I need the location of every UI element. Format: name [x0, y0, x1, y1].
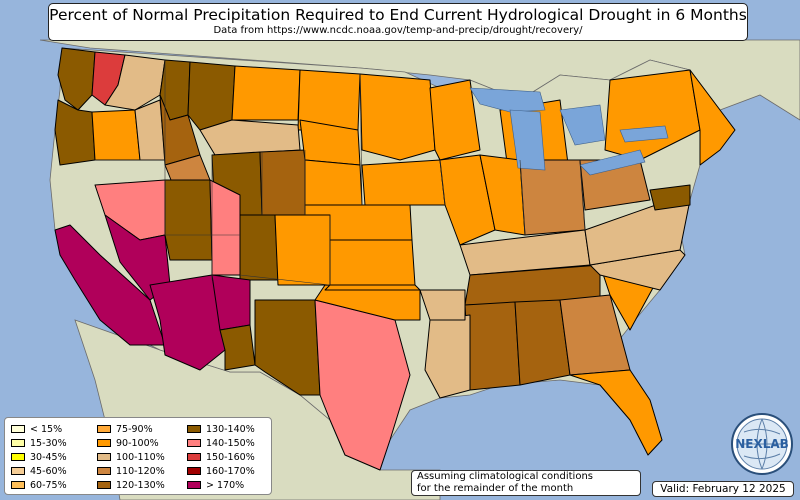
- legend-swatch: [187, 467, 201, 475]
- region-co-west: [239, 214, 279, 281]
- note-line-1: Assuming climatological conditions: [417, 471, 593, 482]
- lake-4: [579, 149, 646, 176]
- region-mn-east: [359, 73, 436, 161]
- valid-date: Valid: February 12 2025: [652, 481, 794, 497]
- region-or-central: [91, 109, 141, 161]
- legend-item: 160-170%: [187, 465, 255, 477]
- legend-item: 150-160%: [187, 451, 255, 463]
- legend-swatch: [97, 467, 111, 475]
- region-fl: [569, 369, 663, 456]
- logo-text: NEXLAB: [735, 437, 789, 451]
- region-ok-west: [324, 284, 421, 291]
- lake-3: [559, 104, 606, 146]
- legend-item: 75-90%: [97, 423, 153, 435]
- great-lakes: [469, 87, 669, 176]
- legend-item: 130-140%: [187, 423, 255, 435]
- globe-logo-icon: NEXLAB: [731, 413, 793, 475]
- legend-item: > 170%: [187, 479, 244, 491]
- legend-label: 100-110%: [116, 451, 165, 463]
- state-border-line: [439, 159, 446, 206]
- legend-label: 45-60%: [30, 465, 67, 477]
- assumption-note: Assuming climatological conditions for t…: [411, 470, 641, 496]
- legend-swatch: [11, 453, 25, 461]
- region-ms: [464, 301, 521, 391]
- region-sd-west: [304, 159, 363, 206]
- region-ia: [361, 159, 446, 206]
- map-subtitle: Data from https://www.ncdc.noaa.gov/temp…: [213, 25, 583, 36]
- legend-swatch: [11, 481, 25, 489]
- legend: < 15% 15-30% 30-45% 45-60% 60-75% 75-90%…: [4, 417, 272, 495]
- legend-label: 30-45%: [30, 451, 67, 463]
- state-border-line: [359, 73, 363, 206]
- title-box: Percent of Normal Precipitation Required…: [48, 3, 748, 41]
- state-border-line: [579, 159, 586, 231]
- legend-swatch: [11, 425, 25, 433]
- region-nm-south: [219, 324, 256, 371]
- note-line-2: for the remainder of the month: [417, 483, 574, 494]
- legend-label: 60-75%: [30, 479, 67, 491]
- region-tx-central: [314, 299, 411, 471]
- legend-label: > 170%: [206, 479, 245, 491]
- legend-swatch: [187, 453, 201, 461]
- region-id-central: [159, 94, 201, 166]
- legend-item: 100-110%: [97, 451, 165, 463]
- region-co-east: [274, 214, 331, 286]
- legend-item: 90-100%: [97, 437, 159, 449]
- map-title: Percent of Normal Precipitation Required…: [49, 6, 747, 24]
- state-borders: [95, 60, 586, 286]
- legend-swatch: [97, 453, 111, 461]
- legend-label: 160-170%: [206, 465, 255, 477]
- region-mt-south: [199, 119, 301, 156]
- region-mt-west: [187, 61, 236, 131]
- legend-item: 120-130%: [97, 479, 165, 491]
- legend-swatch: [97, 481, 111, 489]
- region-wy-east: [259, 149, 306, 216]
- legend-swatch: [11, 439, 25, 447]
- legend-swatch: [97, 425, 111, 433]
- legend-item: 60-75%: [11, 479, 67, 491]
- region-oh: [519, 159, 586, 236]
- region-wi: [429, 79, 481, 161]
- legend-swatch: [187, 425, 201, 433]
- region-md-de: [649, 184, 691, 211]
- drought-regions: [54, 47, 736, 471]
- region-mt-central: [231, 65, 301, 121]
- legend-label: 15-30%: [30, 437, 67, 449]
- state-border-line: [519, 159, 526, 236]
- legend-item: 15-30%: [11, 437, 67, 449]
- region-ut-west: [164, 179, 213, 261]
- legend-item: 30-45%: [11, 451, 67, 463]
- region-ar-east: [419, 289, 466, 321]
- legend-item: 140-150%: [187, 437, 255, 449]
- state-border-line: [239, 274, 331, 286]
- legend-swatch: [187, 439, 201, 447]
- legend-swatch: [97, 439, 111, 447]
- legend-item: < 15%: [11, 423, 62, 435]
- legend-item: 110-120%: [97, 465, 165, 477]
- legend-swatch: [11, 467, 25, 475]
- legend-label: 130-140%: [206, 423, 255, 435]
- legend-swatch: [187, 481, 201, 489]
- legend-label: 90-100%: [116, 437, 159, 449]
- legend-label: 110-120%: [116, 465, 165, 477]
- lake-2: [509, 109, 546, 171]
- legend-label: 140-150%: [206, 437, 255, 449]
- legend-label: < 15%: [30, 423, 63, 435]
- legend-label: 150-160%: [206, 451, 255, 463]
- region-ne-states: [689, 69, 736, 166]
- lake-5: [619, 125, 669, 143]
- legend-item: 45-60%: [11, 465, 67, 477]
- legend-label: 120-130%: [116, 479, 165, 491]
- region-ca: [54, 224, 166, 346]
- region-ks: [329, 239, 416, 286]
- legend-label: 75-90%: [116, 423, 153, 435]
- region-ut-east: [209, 179, 241, 276]
